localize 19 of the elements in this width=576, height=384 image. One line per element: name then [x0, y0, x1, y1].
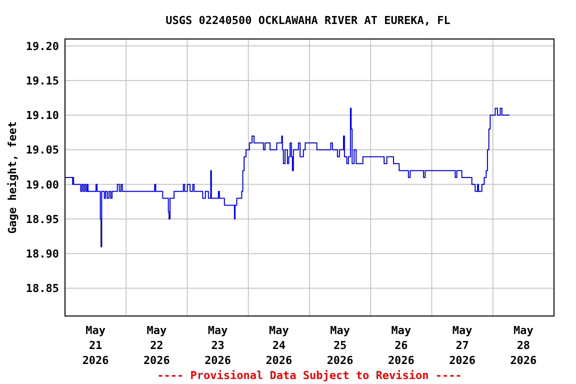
x-tick-label: May 21 2026	[82, 324, 110, 367]
x-tick-label: May 25 2026	[326, 324, 354, 367]
x-tick-label: May 23 2026	[204, 324, 232, 367]
x-tick-label: May 27 2026	[449, 324, 476, 367]
x-tick-label: May 28 2026	[510, 324, 538, 367]
y-tick-label: 18.90	[26, 248, 59, 261]
y-axis-title: Gage height, feet	[6, 121, 19, 234]
text: ---- Provisional Data Subject to Revision ----	[157, 369, 462, 382]
y-tick-label: 19.05	[26, 144, 59, 157]
y-tick-label: 19.15	[26, 74, 59, 88]
y-tick-label: 19.10	[26, 109, 59, 122]
x-tick-label: May 22 2026	[143, 324, 170, 367]
y-tick-label: 19.20	[26, 40, 59, 53]
y-tick-label: 19.00	[26, 178, 59, 192]
x-tick-label: May 26 2026	[388, 324, 415, 367]
y-tick-label: 18.95	[26, 212, 59, 226]
chart-title: USGS 02240500 OCKLAWAHA RIVER AT EUREKA, FL	[166, 14, 451, 27]
y-tick-label: 18.85	[26, 282, 59, 296]
x-tick-label: May 24 2026	[266, 324, 293, 367]
